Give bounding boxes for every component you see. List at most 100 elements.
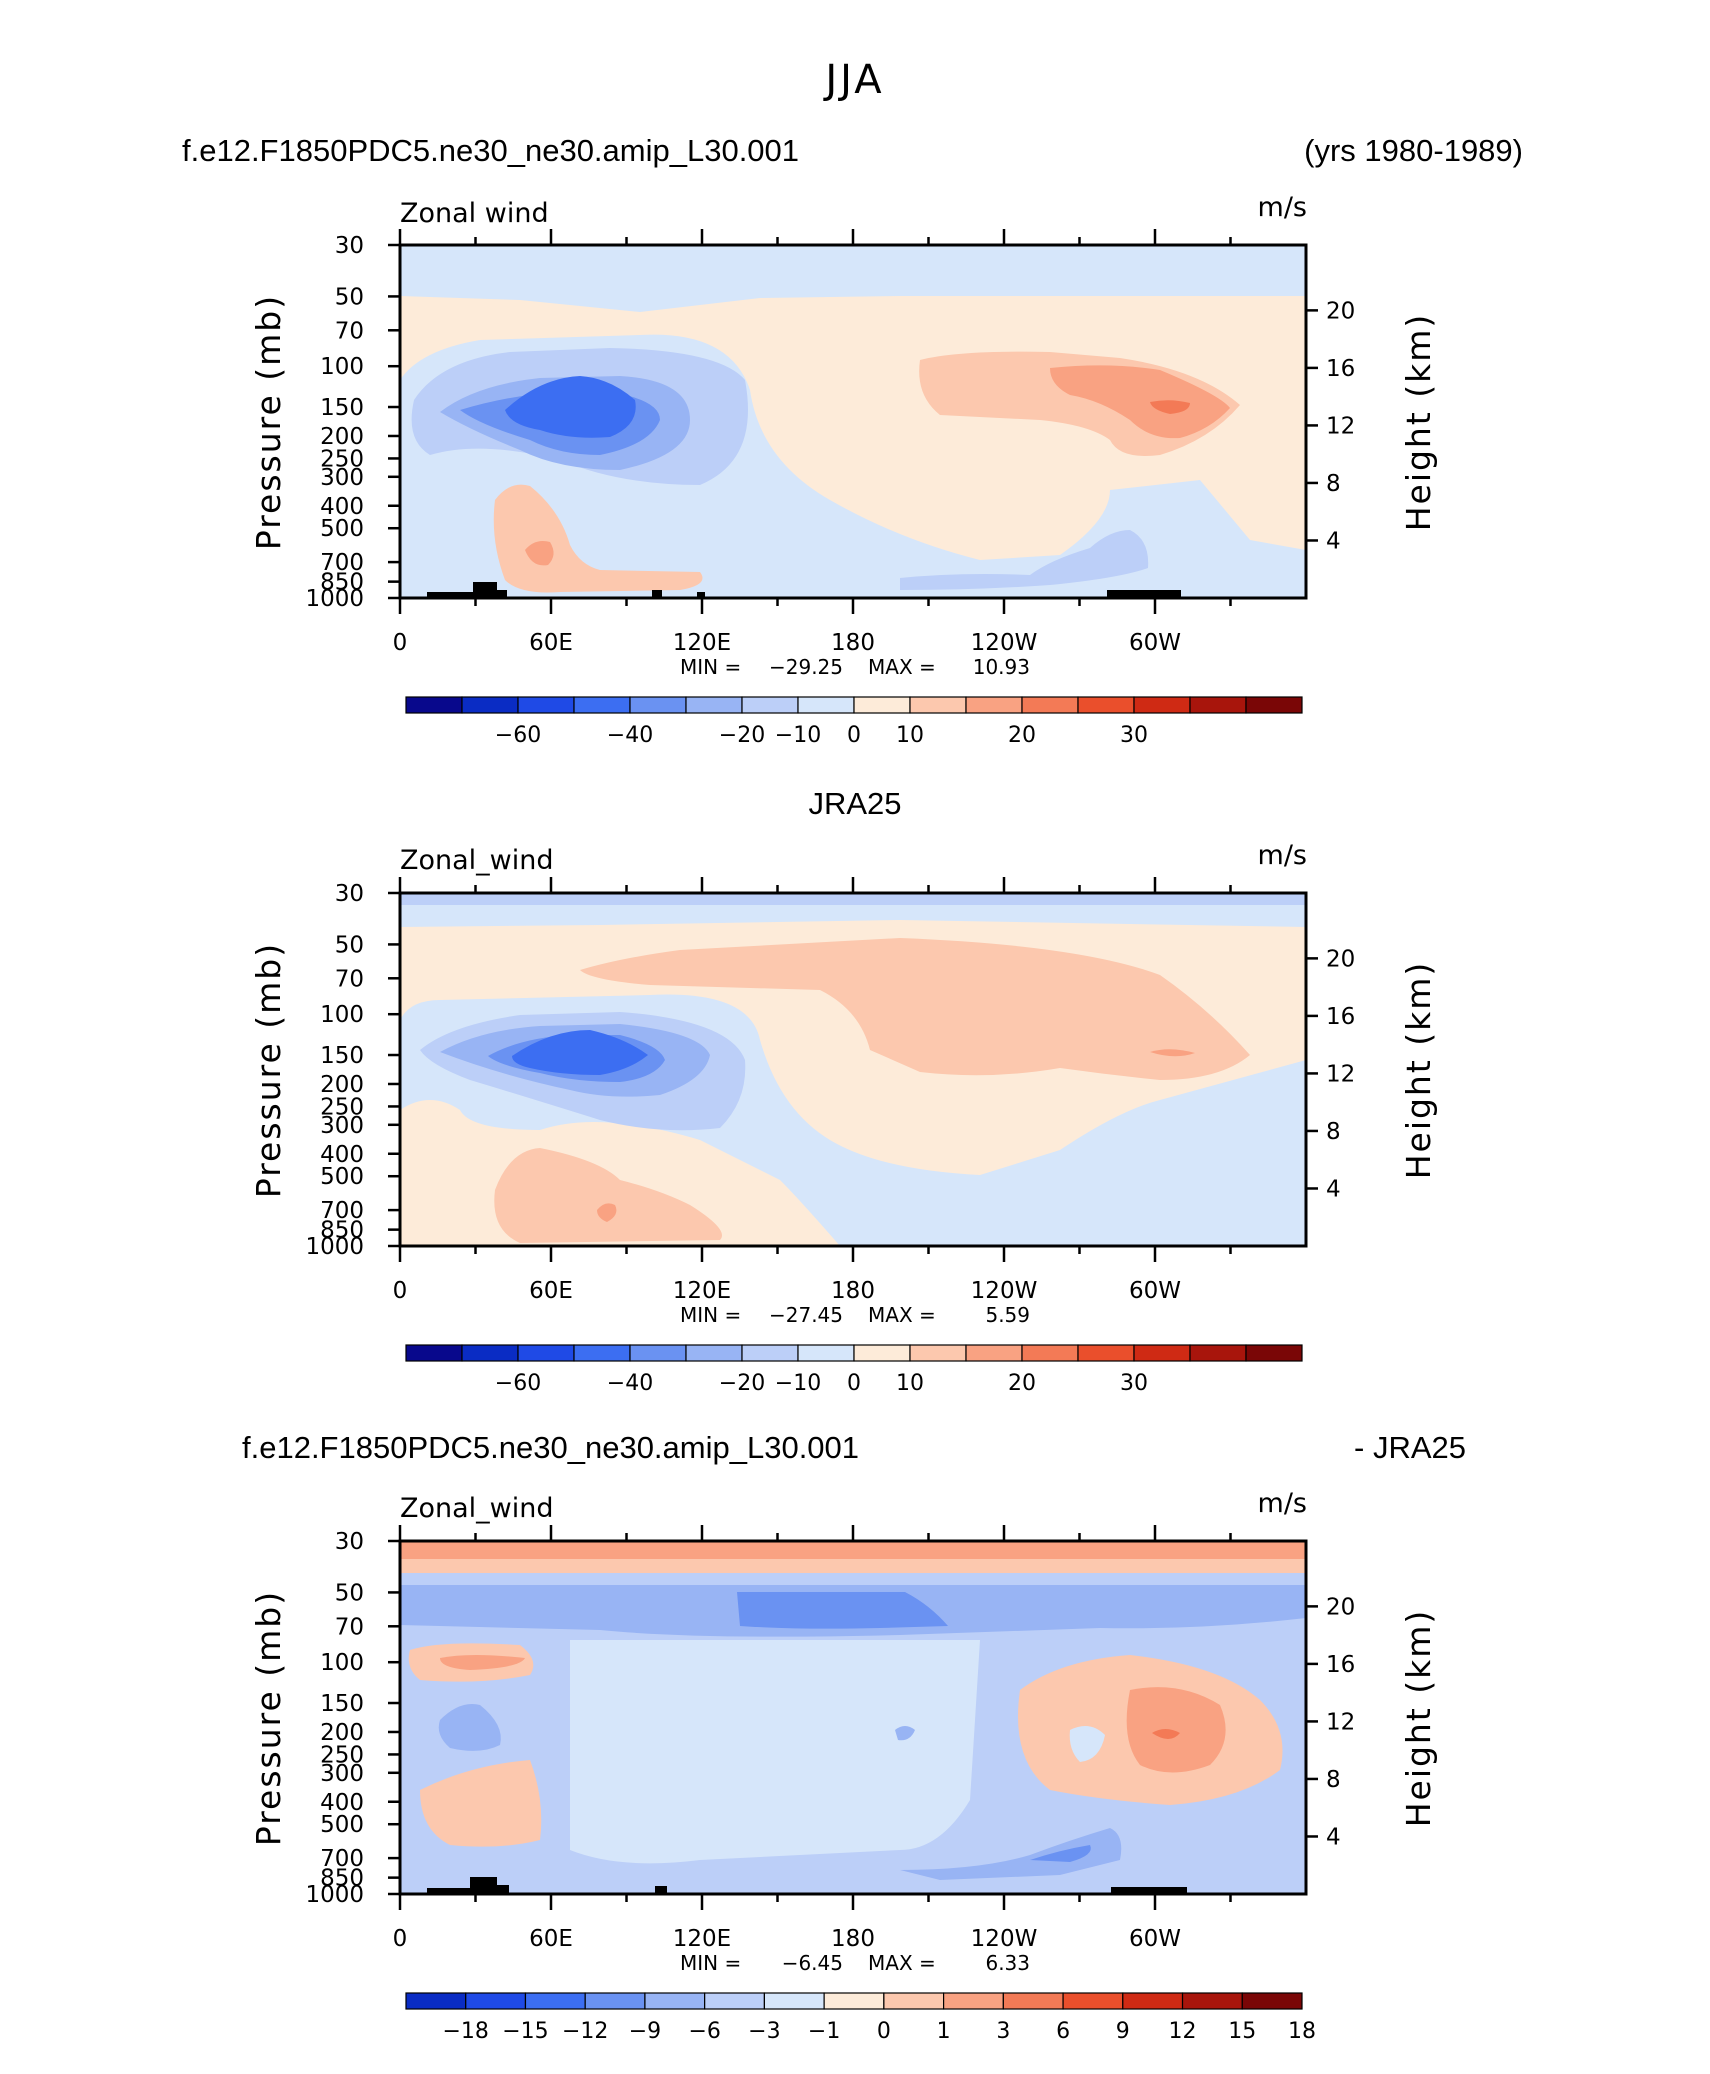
x-tick-label: 180 <box>831 1278 875 1304</box>
colorbar-swatch <box>629 1344 687 1362</box>
panel-right-title: (yrs 1980-1989) <box>1304 133 1523 168</box>
contour-upper-easterly-core <box>400 893 1306 905</box>
colorbar-label: −6 <box>688 2019 720 2044</box>
x-tick-label: 60W <box>1129 630 1181 656</box>
colorbar-swatch <box>1122 1992 1184 2010</box>
colorbar-label: −20 <box>719 1371 765 1396</box>
colorbar-swatch <box>883 1992 945 2010</box>
y-tick-label: 70 <box>335 318 364 344</box>
colorbar-label: −60 <box>495 1371 541 1396</box>
colorbar: −60 −40 −20 −10 0 10 20 30 <box>405 1344 1303 1396</box>
y-tick-label: 70 <box>335 1614 364 1640</box>
colorbar-swatch <box>405 696 463 714</box>
x-tick-label: 0 <box>393 630 408 656</box>
contour-lower-negative <box>900 1828 1122 1880</box>
colorbar-label: 0 <box>847 1371 861 1396</box>
y-tick-label: 50 <box>335 932 364 958</box>
colorbar-swatch <box>1002 1992 1064 2010</box>
min-label: MIN = <box>680 655 741 679</box>
variable-long-name: Zonal_wind <box>400 845 554 876</box>
panel-obs: JRA25 Zonal_wind m/s 3050701001502002503… <box>249 786 1438 1396</box>
y-tick-label: 50 <box>335 284 364 310</box>
y-tick-label: 850 <box>320 1866 364 1892</box>
y-axis-right-label: Height (km) <box>1399 961 1438 1180</box>
y-tick-label: 400 <box>320 1790 364 1816</box>
colorbar-swatch <box>405 1344 463 1362</box>
contour-upper-westerly-core <box>1150 1049 1195 1057</box>
contour-americas-positive-core <box>1126 1687 1226 1773</box>
min-value: −6.45 <box>782 1951 843 1975</box>
colorbar-label: −9 <box>629 2019 661 2044</box>
colorbar-swatch <box>465 1992 527 2010</box>
colorbar-swatch <box>1245 1344 1303 1362</box>
max-label: MAX = <box>868 655 936 679</box>
y-tick-label: 200 <box>320 1072 364 1098</box>
x-tick-label: 120W <box>971 1926 1038 1952</box>
colorbar-swatch <box>1077 1344 1135 1362</box>
colorbar-label: −15 <box>502 2019 548 2044</box>
contour-pacific-band <box>570 1640 980 1864</box>
contour-tropical-positive <box>420 1760 542 1847</box>
y-right-tick-label: 16 <box>1326 1004 1355 1030</box>
topography-mask <box>427 582 1181 598</box>
contour-upper-easterly <box>400 245 1306 312</box>
y-axis-label: Pressure (mb) <box>249 294 288 550</box>
colorbar-swatch <box>909 1344 967 1362</box>
contour-easterly-jet-core <box>512 1030 648 1075</box>
colorbar-swatch <box>461 696 519 714</box>
panel-model: f.e12.F1850PDC5.ne30_ne30.amip_L30.001 (… <box>182 133 1523 748</box>
contour-americas-negative-spot <box>1069 1726 1105 1762</box>
y-tick-label: 30 <box>335 233 364 259</box>
contour-lower-negative-core <box>1030 1845 1091 1862</box>
y-tick-label: 300 <box>320 465 364 491</box>
y-tick-label: 300 <box>320 1761 364 1787</box>
panel-center-title: JRA25 <box>808 786 901 821</box>
colorbar-swatch <box>1189 696 1247 714</box>
contour-sh-easterly <box>900 530 1149 590</box>
y-right-tick-label: 16 <box>1326 356 1355 382</box>
y-tick-label: 500 <box>320 1812 364 1838</box>
colorbar-swatch <box>853 696 911 714</box>
y-tick-label: 400 <box>320 494 364 520</box>
y-right-tick-label: 20 <box>1326 946 1355 972</box>
colorbar-swatch <box>942 1992 1004 2010</box>
colorbar-swatch <box>573 1344 631 1362</box>
y-tick-label: 150 <box>320 1043 364 1069</box>
colorbar-swatch <box>1189 1344 1247 1362</box>
colorbar-label: −12 <box>562 2019 608 2044</box>
y-tick-label: 400 <box>320 1142 364 1168</box>
contour-strato-positive-core <box>400 1541 1306 1559</box>
y-right-tick-label: 20 <box>1326 1594 1355 1620</box>
colorbar-swatch <box>405 1992 467 2010</box>
colorbar-swatch <box>1241 1992 1303 2010</box>
min-value: −29.25 <box>769 655 843 679</box>
y-tick-label: 200 <box>320 424 364 450</box>
colorbar-swatch <box>797 1344 855 1362</box>
colorbar-label: 9 <box>1116 2019 1130 2044</box>
colorbar-swatch <box>853 1344 911 1362</box>
min-value: −27.45 <box>769 1303 843 1327</box>
max-value: 6.33 <box>985 1951 1030 1975</box>
contour-plot-area <box>400 893 1306 1246</box>
y-tick-label: 700 <box>320 1198 364 1224</box>
contour-westerly-jet-mid <box>1050 365 1230 439</box>
units-label: m/s <box>1258 1488 1307 1519</box>
colorbar-swatch <box>1062 1992 1124 2010</box>
y-right-tick-label: 12 <box>1326 413 1355 439</box>
colorbar-label: −3 <box>748 2019 780 2044</box>
colorbar-swatch <box>1077 696 1135 714</box>
x-tick-label: 60E <box>529 1278 573 1304</box>
y-tick-label: 50 <box>335 1580 364 1606</box>
colorbar: −60 −40 −20 −10 0 10 20 30 <box>405 696 1303 748</box>
y-axis-label: Pressure (mb) <box>249 1590 288 1846</box>
colorbar-label: 1 <box>937 2019 951 2044</box>
x-tick-label: 0 <box>393 1278 408 1304</box>
colorbar-swatch <box>629 696 687 714</box>
x-tick-label: 120W <box>971 630 1038 656</box>
y-tick-label: 100 <box>320 1650 364 1676</box>
contour-easterly-jet-core <box>505 376 636 438</box>
y-tick-label: 250 <box>320 1742 364 1768</box>
colorbar-swatch <box>517 1344 575 1362</box>
